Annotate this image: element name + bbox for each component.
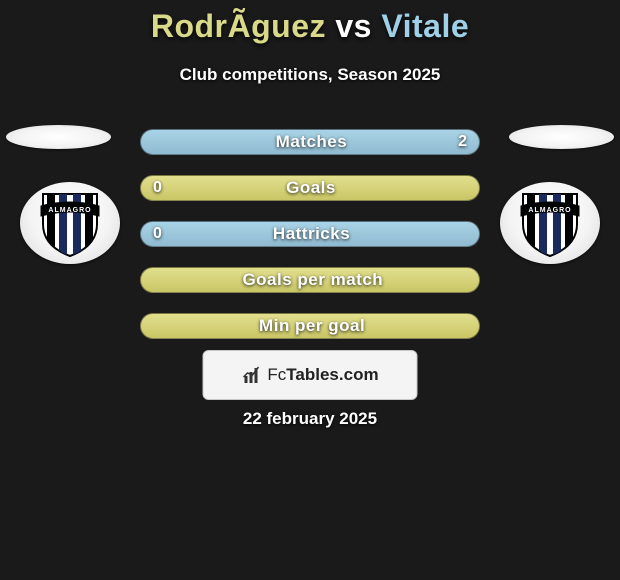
stat-row-hattricks: 0 Hattricks [140,221,480,247]
stat-left-value: 0 [153,179,162,197]
club-shield-icon: ALMAGRO [39,188,101,258]
stat-label: Goals [286,178,336,198]
comparison-card: RodrÃ­guez vs Vitale Club competitions, … [0,0,620,580]
player2-placeholder [509,125,614,149]
stat-row-goals-per-match: Goals per match [140,267,480,293]
stat-left-value: 0 [153,225,162,243]
brand-plate[interactable]: FcTables.com [203,350,418,400]
stat-label: Matches [276,132,348,152]
stat-row-goals: 0 Goals [140,175,480,201]
club-shield-icon: ALMAGRO [519,188,581,258]
date-text: 22 february 2025 [0,409,620,429]
stat-row-matches: Matches 2 [140,129,480,155]
stat-right-value: 2 [458,133,467,151]
brand-text: FcTables.com [267,365,378,385]
player2-name: Vitale [381,8,469,44]
stat-label: Hattricks [273,224,350,244]
brand-main: Tables.com [286,365,378,384]
stat-label: Goals per match [242,270,383,290]
page-title: RodrÃ­guez vs Vitale [0,8,620,45]
player1-name: RodrÃ­guez [151,8,326,44]
player2-club-crest: ALMAGRO [500,182,600,264]
crest-banner-text: ALMAGRO [48,207,91,214]
bar-chart-icon [241,364,263,386]
player1-placeholder [6,125,111,149]
player1-club-crest: ALMAGRO [20,182,120,264]
crest-banner-text: ALMAGRO [528,207,571,214]
stat-label: Min per goal [259,316,365,336]
vs-text: vs [335,8,372,44]
stat-row-min-per-goal: Min per goal [140,313,480,339]
brand-prefix: Fc [267,365,286,384]
subtitle: Club competitions, Season 2025 [0,65,620,85]
